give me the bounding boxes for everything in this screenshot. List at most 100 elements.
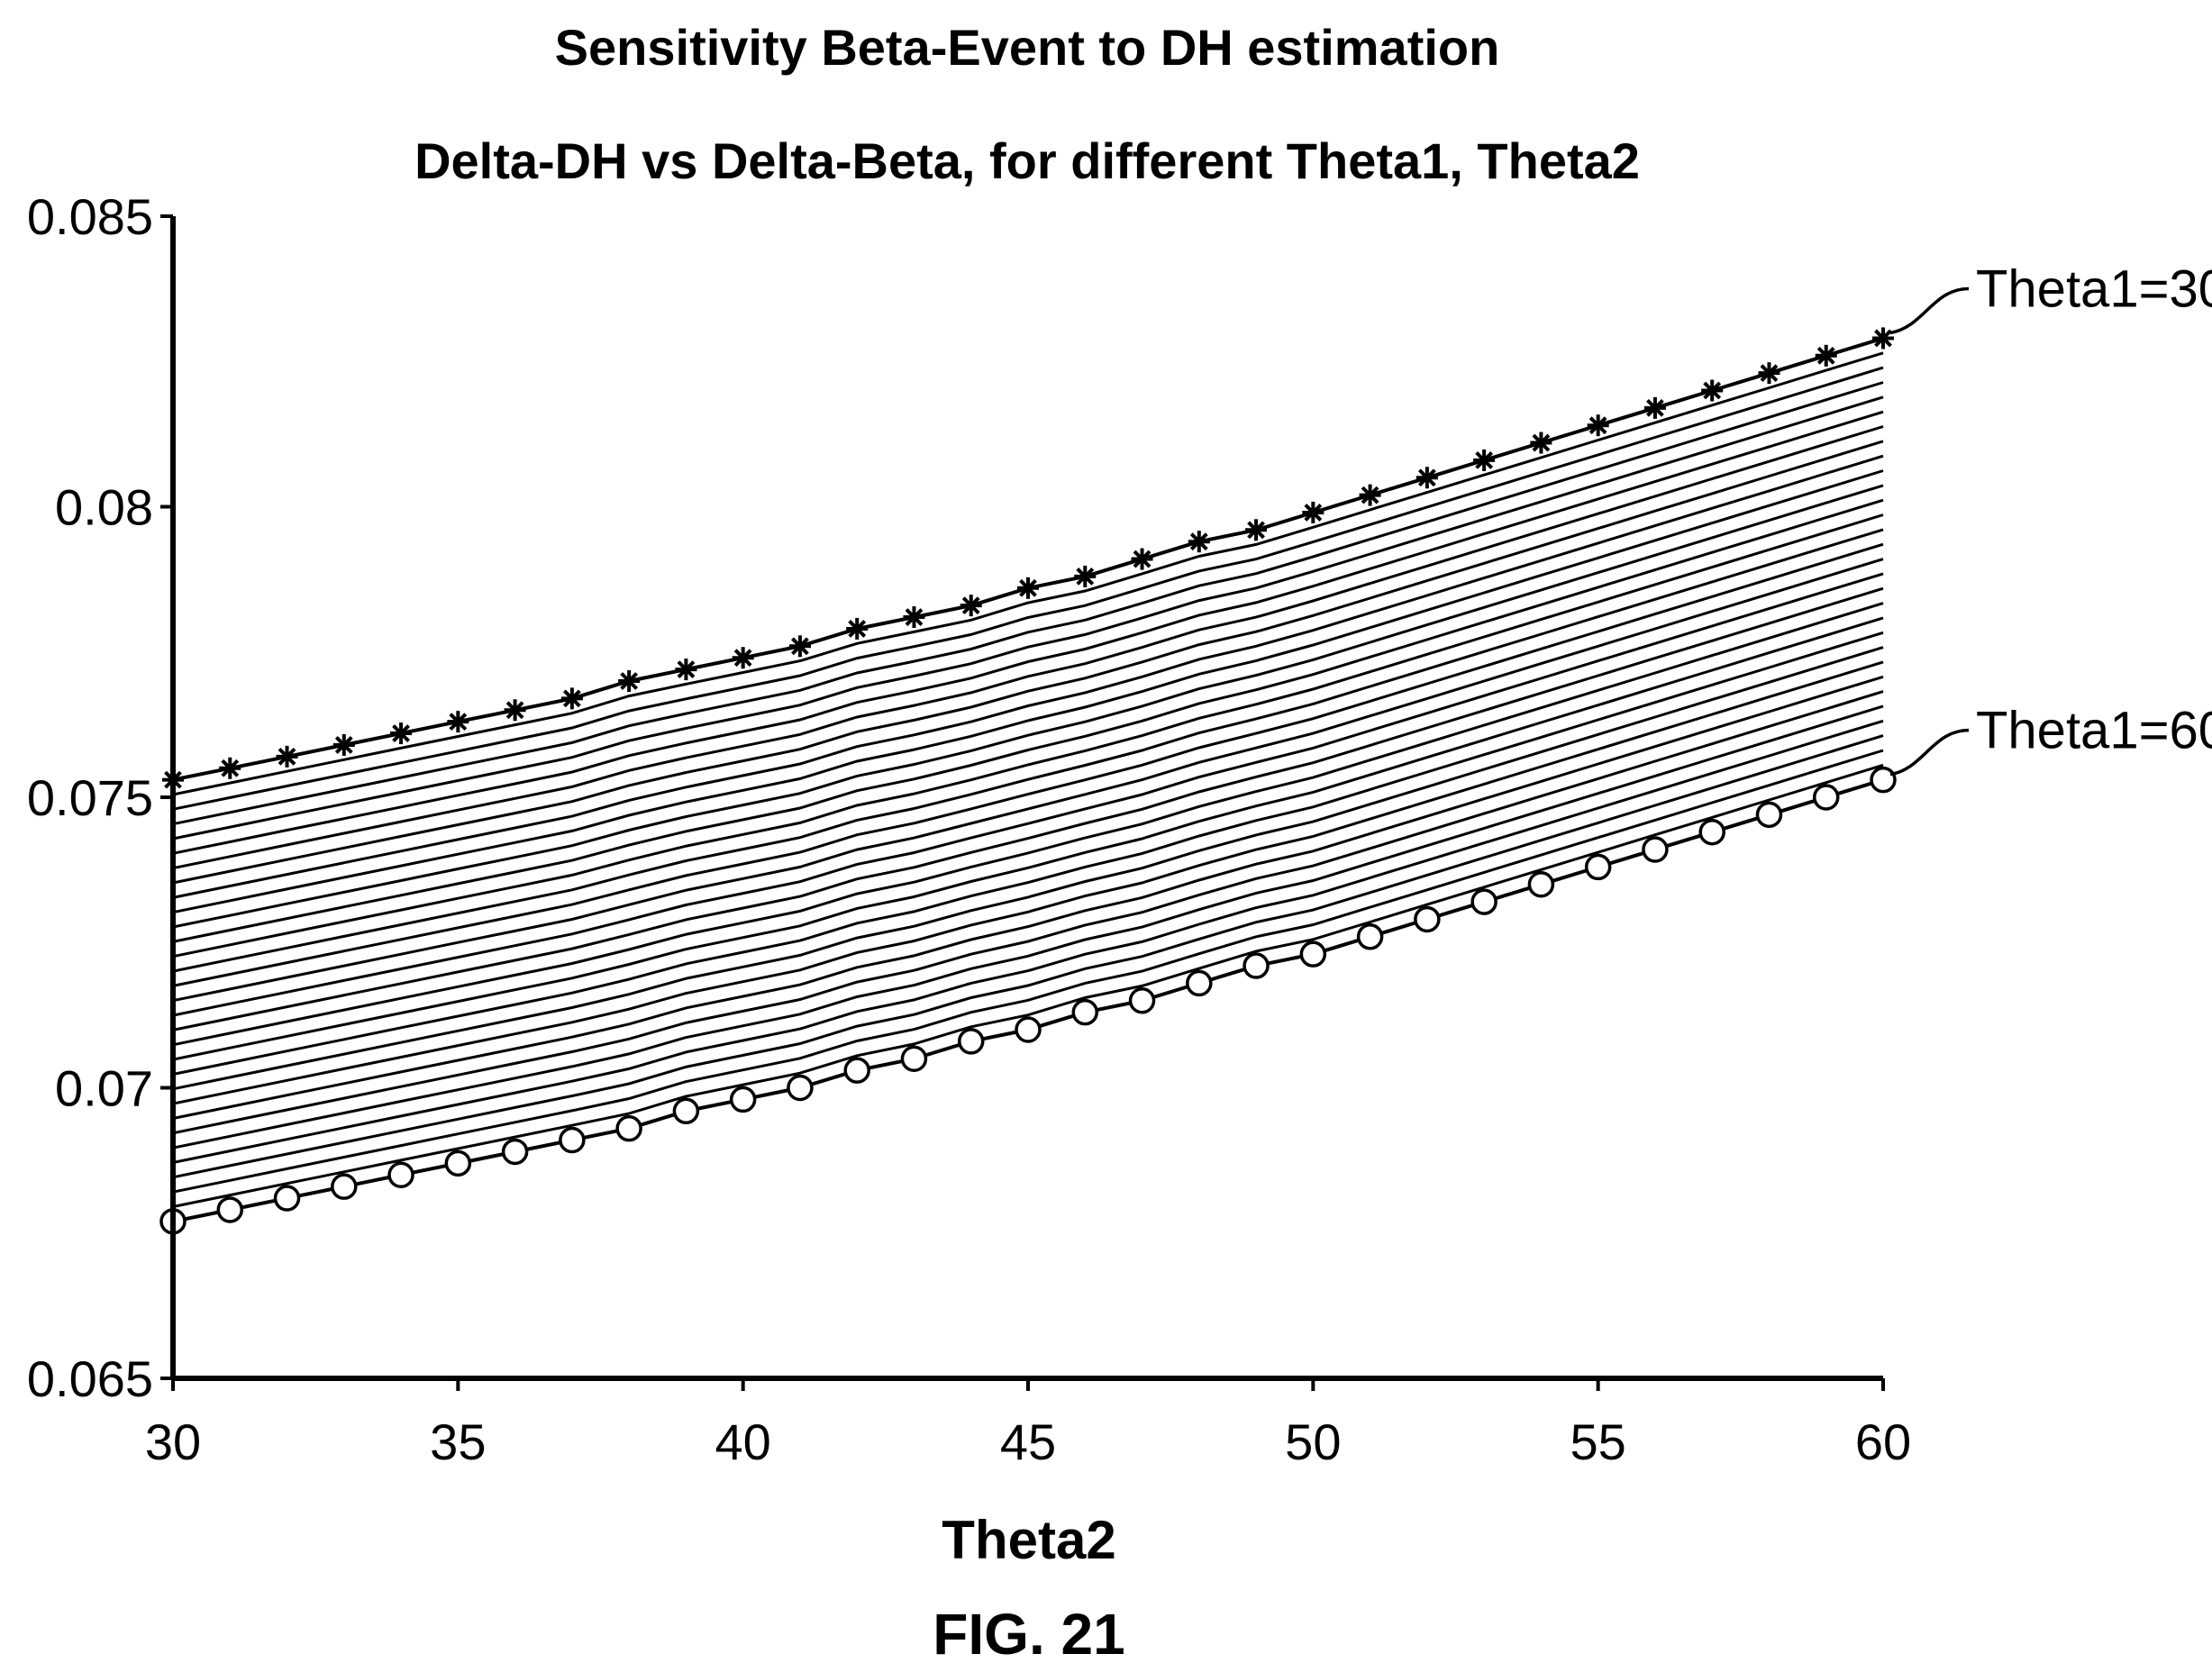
intermediate-lines (172, 351, 1884, 1208)
data-point (216, 1196, 244, 1223)
intermediate-line (172, 558, 1884, 1003)
asterisk-stroke (848, 620, 867, 638)
data-point (900, 1045, 928, 1072)
intermediate-line (172, 704, 1884, 1150)
data-point (1186, 969, 1213, 997)
data-point (444, 1150, 472, 1177)
data-point (219, 757, 241, 779)
intermediate-line (172, 469, 1884, 914)
data-point (1245, 519, 1268, 541)
annotation-leader (1889, 728, 1970, 777)
data-point (1530, 432, 1552, 454)
data-point (1755, 801, 1783, 829)
y-tick-label: 0.08 (55, 479, 153, 536)
y-tick-label: 0.075 (27, 769, 153, 826)
data-point (1643, 396, 1666, 419)
series-layer (159, 327, 1897, 1235)
asterisk-stroke (1816, 346, 1835, 365)
data-point (1473, 449, 1496, 471)
x-tick-label: 55 (1570, 1413, 1626, 1470)
data-point (903, 606, 925, 629)
data-point (273, 1185, 301, 1212)
intermediate-line (172, 381, 1884, 826)
intermediate-line (172, 719, 1884, 1164)
intermediate-line (172, 440, 1884, 885)
ticks: 30 35 40 45 50 55 60 0.065 0.07 0.075 0.08 0.085 (27, 188, 1911, 1470)
data-point (390, 722, 413, 745)
asterisk-stroke (1475, 451, 1494, 469)
data-point (1074, 565, 1097, 587)
data-point (1815, 344, 1837, 367)
data-point (1188, 531, 1210, 553)
data-point (1758, 362, 1780, 385)
asterisk-stroke (449, 713, 468, 732)
annotation-label: Theta1=60 (1976, 702, 2212, 760)
y-tick-label: 0.085 (27, 188, 153, 245)
annotation-leader (1889, 286, 1970, 335)
intermediate-line (172, 675, 1884, 1120)
asterisk-stroke (562, 689, 581, 708)
data-point (331, 1173, 358, 1200)
series-line-1 (172, 336, 1884, 782)
data-point (1527, 871, 1555, 898)
data-point (1356, 923, 1384, 950)
intermediate-line (172, 690, 1884, 1135)
intermediate-line (172, 542, 1884, 987)
chart-subtitle: Delta-DH vs Delta-Beta, for different Th… (414, 132, 1640, 189)
intermediate-line (172, 763, 1884, 1208)
asterisk-stroke (1646, 398, 1664, 417)
asterisk-stroke (961, 596, 980, 615)
data-point (846, 617, 869, 640)
asterisk-stroke (733, 649, 752, 668)
data-point (447, 711, 469, 733)
asterisk-stroke (677, 660, 696, 678)
annotation-label: Theta1=30 (1976, 259, 2212, 318)
data-point (843, 1057, 870, 1084)
asterisk-stroke (620, 672, 639, 690)
asterisk-stroke (1588, 416, 1607, 435)
data-point (1299, 940, 1327, 968)
data-point (787, 1074, 814, 1102)
data-point (1302, 501, 1324, 523)
asterisk-stroke (1133, 550, 1152, 568)
data-point (1872, 327, 1894, 350)
intermediate-line (172, 454, 1884, 899)
axes (170, 216, 1883, 1381)
asterisk-stroke (1417, 468, 1436, 487)
intermediate-line (172, 395, 1884, 841)
asterisk-stroke (1703, 381, 1722, 400)
x-tick-label: 30 (145, 1413, 201, 1470)
intermediate-line (172, 366, 1884, 811)
asterisk-stroke (1019, 578, 1037, 597)
data-point (1128, 987, 1156, 1014)
data-point (332, 733, 355, 756)
data-point (559, 1126, 586, 1154)
data-point (615, 1114, 642, 1142)
data-point (1243, 952, 1270, 979)
asterisk-stroke (1189, 532, 1208, 551)
data-point (1017, 577, 1039, 599)
asterisk-stroke (334, 736, 353, 754)
asterisk-stroke (1304, 504, 1323, 522)
data-point (1415, 467, 1438, 489)
data-point (1587, 414, 1609, 437)
data-point (672, 1097, 700, 1125)
intermediate-line (172, 351, 1884, 796)
y-tick-label: 0.07 (55, 1060, 153, 1117)
y-tick-label: 0.065 (27, 1350, 153, 1407)
data-point (1698, 818, 1725, 846)
data-point (504, 699, 526, 722)
data-point (501, 1138, 529, 1166)
data-point (1015, 1016, 1042, 1043)
asterisk-stroke (1532, 433, 1551, 452)
asterisk-stroke (791, 637, 809, 656)
data-point (788, 635, 811, 658)
asterisk-stroke (1247, 521, 1265, 540)
asterisk-stroke (221, 759, 240, 777)
x-tick-label: 40 (715, 1413, 771, 1470)
intermediate-line (172, 631, 1884, 1076)
data-point (1584, 853, 1612, 881)
intermediate-line (172, 528, 1884, 973)
data-point (1812, 784, 1840, 811)
asterisk-stroke (1361, 486, 1379, 504)
